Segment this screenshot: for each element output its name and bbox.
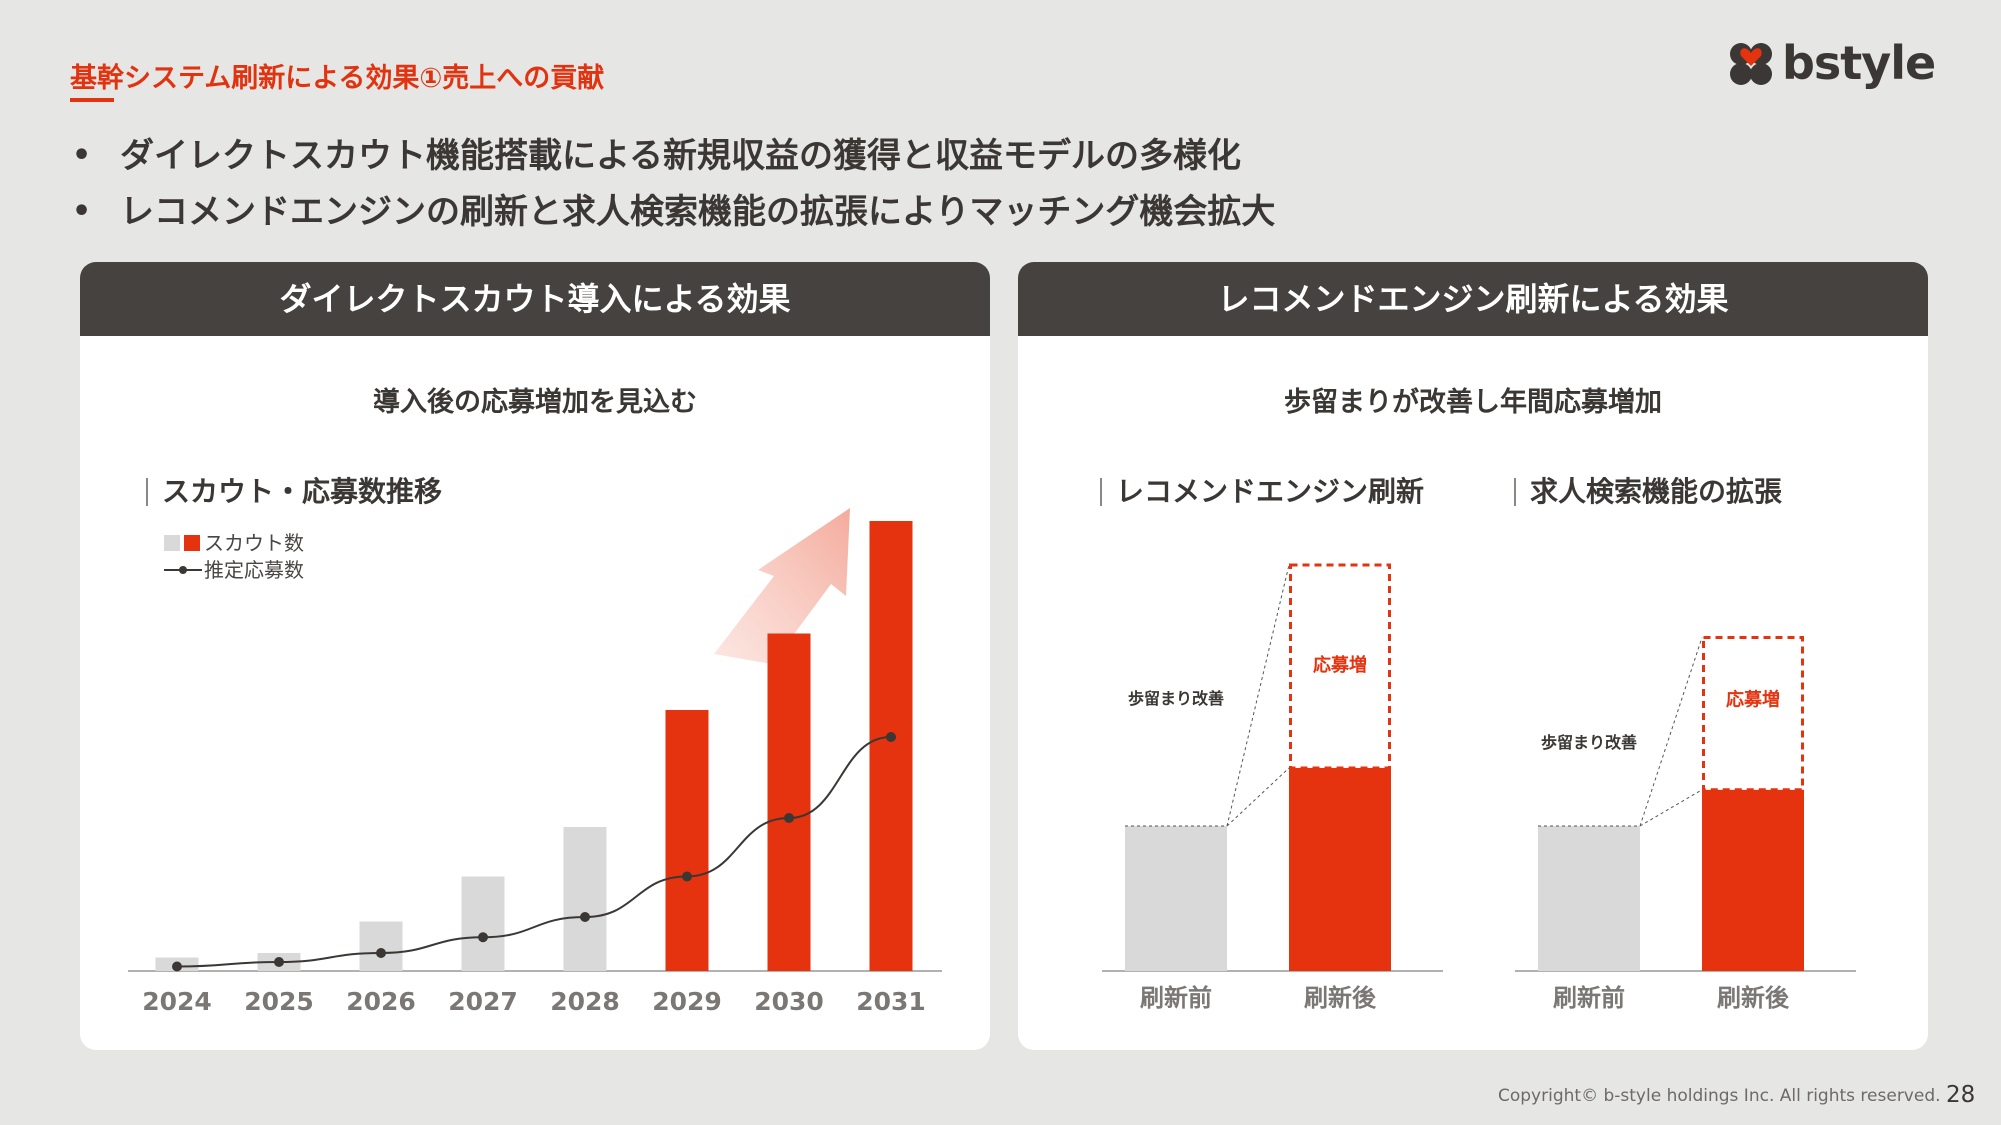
after-bar bbox=[1289, 768, 1391, 971]
x-tick-label: 2026 bbox=[346, 987, 416, 1016]
increase-label: 応募増 bbox=[1726, 689, 1780, 711]
bullet-item: • レコメンドエンジンの刷新と求人検索機能の拡張によりマッチング機会拡大 bbox=[70, 184, 1275, 240]
right-panel: レコメンドエンジン刷新による効果 歩留まりが改善し年間応募増加 レコメンドエンジ… bbox=[1018, 262, 1928, 1050]
legend-marker-icon bbox=[179, 566, 187, 574]
growth-arrow-icon bbox=[714, 508, 850, 664]
right-panel-title: レコメンドエンジン刷新による効果 bbox=[1018, 262, 1928, 336]
before-bar bbox=[1125, 826, 1227, 971]
x-tick-label: 2029 bbox=[652, 987, 722, 1016]
scout-chart: 2024 2025 2026 2027 2028 2029 2030 2031 スカウト数推定応… bbox=[128, 508, 942, 1016]
left-chart-label: スカウト・応募数推移 bbox=[146, 478, 442, 506]
increase-box bbox=[1289, 563, 1391, 770]
x-tick-label: 刷新前 bbox=[1140, 984, 1212, 1012]
bullet-dot-icon: • bbox=[72, 194, 92, 229]
bstyle-logo-icon bbox=[1730, 43, 1772, 85]
x-tick-label: 刷新後 bbox=[1304, 984, 1377, 1012]
x-tick-label: 2025 bbox=[244, 987, 314, 1016]
left-panel: ダイレクトスカウト導入による効果 導入後の応募増加を見込む スカウト・応募数推移… bbox=[80, 262, 990, 1050]
after-bar bbox=[1702, 789, 1804, 971]
application-point bbox=[682, 871, 692, 882]
logo-text: bstyle bbox=[1782, 36, 1936, 90]
scout-bar bbox=[767, 633, 811, 971]
bullet-dot-icon: • bbox=[72, 138, 92, 173]
scout-bar bbox=[461, 876, 505, 971]
application-point bbox=[274, 957, 284, 967]
x-tick-label: 2027 bbox=[448, 987, 518, 1016]
scout-bar bbox=[359, 921, 403, 971]
x-tick-label: 2031 bbox=[856, 987, 926, 1016]
legend-swatch-red bbox=[184, 535, 200, 551]
copyright: Copyright© b-style holdings Inc. All rig… bbox=[1498, 1086, 1941, 1106]
increase-box bbox=[1702, 636, 1804, 792]
left-panel-subtitle: 導入後の応募増加を見込む bbox=[373, 387, 697, 418]
application-point bbox=[580, 912, 590, 922]
application-point bbox=[172, 961, 182, 972]
left-panel-title: ダイレクトスカウト導入による効果 bbox=[80, 262, 990, 336]
guide-line bbox=[1226, 767, 1290, 827]
application-point bbox=[886, 732, 896, 742]
section-title: 基幹システム刷新による効果①売上への貢献 bbox=[70, 63, 605, 94]
x-tick-label: 2028 bbox=[550, 987, 620, 1016]
x-tick-label: 刷新後 bbox=[1717, 984, 1790, 1012]
application-point bbox=[478, 932, 488, 943]
bullet-item: • ダイレクトスカウト機能搭載による新規収益の獲得と収益モデルの多様化 bbox=[70, 128, 1275, 184]
guide-line bbox=[1639, 789, 1703, 827]
guide-line bbox=[1226, 564, 1290, 827]
legend-label-scout: スカウト数 bbox=[204, 531, 304, 555]
scout-bar bbox=[869, 521, 913, 971]
section-title-underline bbox=[70, 98, 114, 102]
x-tick-label: 2030 bbox=[754, 987, 824, 1016]
recommend-chart-label: レコメンドエンジン刷新 bbox=[1100, 478, 1424, 506]
legend-swatch-gray bbox=[164, 535, 180, 551]
search-chart-label: 求人検索機能の拡張 bbox=[1514, 478, 1782, 506]
legend-label-application: 推定応募数 bbox=[204, 558, 304, 582]
scout-bar bbox=[563, 827, 607, 971]
improvement-label: 歩留まり改善 bbox=[1128, 689, 1224, 708]
application-point bbox=[784, 813, 794, 823]
guide-line bbox=[1639, 637, 1703, 827]
bullet-text: ダイレクトスカウト機能搭載による新規収益の獲得と収益モデルの多様化 bbox=[120, 136, 1241, 176]
bullet-text: レコメンドエンジンの刷新と求人検索機能の拡張によりマッチング機会拡大 bbox=[120, 192, 1276, 232]
application-point bbox=[376, 948, 386, 958]
before-bar bbox=[1538, 826, 1640, 971]
right-panel-subtitle: 歩留まりが改善し年間応募増加 bbox=[1284, 387, 1662, 418]
improvement-label: 歩留まり改善 bbox=[1541, 733, 1637, 752]
scout-bar bbox=[665, 710, 709, 971]
increase-label: 応募増 bbox=[1313, 654, 1367, 676]
x-tick-label: 2024 bbox=[142, 987, 212, 1016]
page-number: 28 bbox=[1946, 1082, 1976, 1108]
bullet-list: • ダイレクトスカウト機能搭載による新規収益の獲得と収益モデルの多様化 • レコ… bbox=[70, 128, 1275, 240]
x-tick-label: 刷新前 bbox=[1553, 984, 1625, 1012]
